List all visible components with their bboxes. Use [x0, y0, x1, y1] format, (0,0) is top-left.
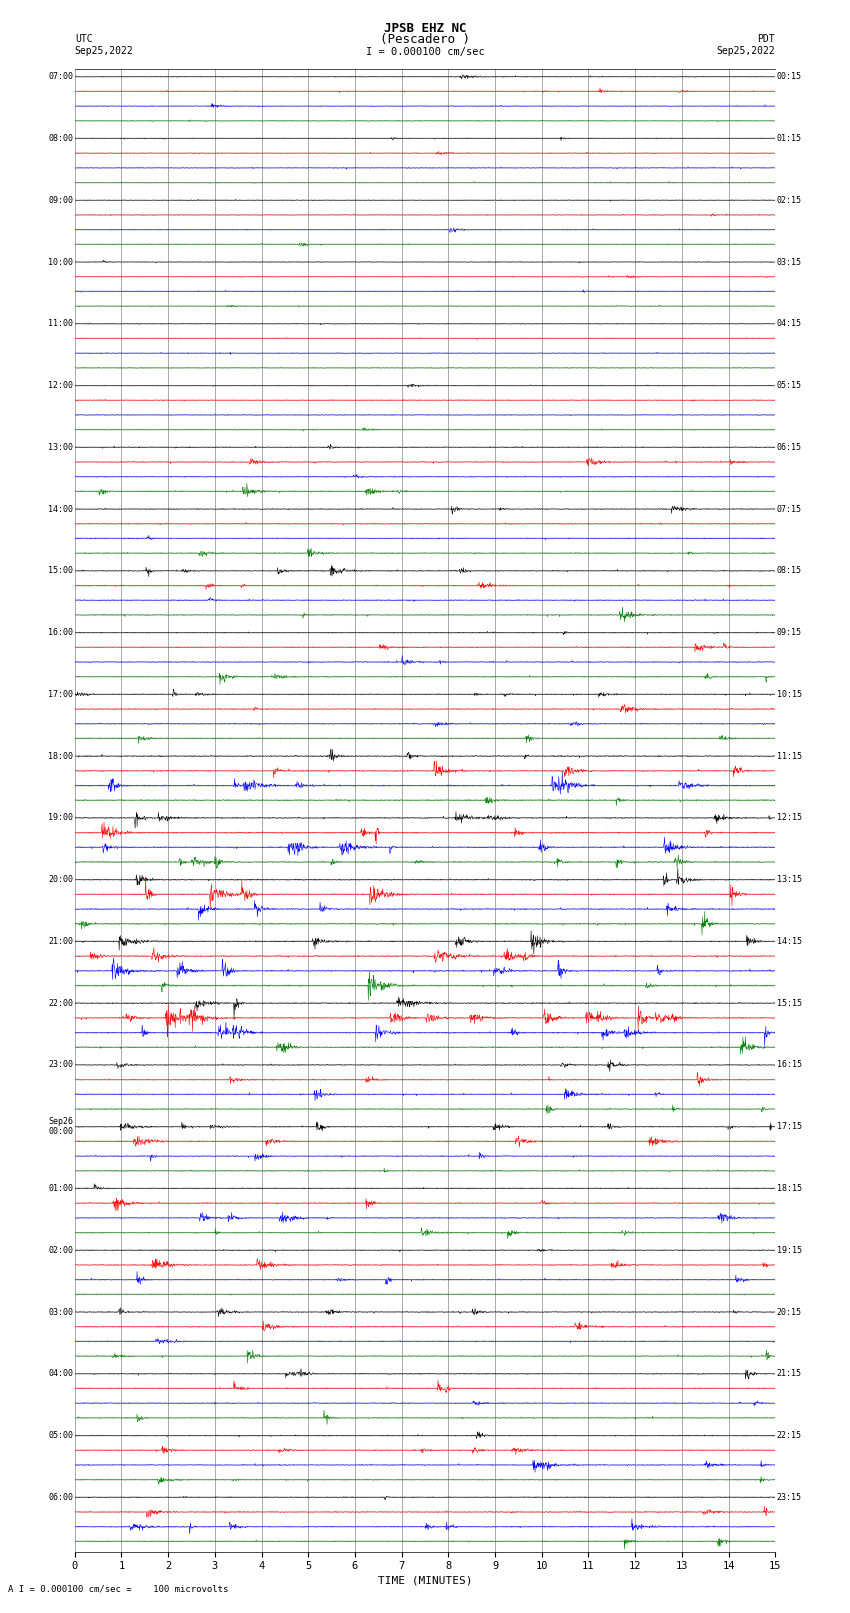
Text: 04:00: 04:00	[48, 1369, 73, 1378]
Text: 12:15: 12:15	[777, 813, 802, 823]
Text: 10:00: 10:00	[48, 258, 73, 266]
Text: Sep25,2022: Sep25,2022	[717, 45, 775, 56]
Text: 01:00: 01:00	[48, 1184, 73, 1194]
Text: 06:15: 06:15	[777, 444, 802, 452]
Text: 18:15: 18:15	[777, 1184, 802, 1194]
Text: 10:15: 10:15	[777, 690, 802, 698]
Text: 20:15: 20:15	[777, 1308, 802, 1316]
Text: 07:00: 07:00	[48, 73, 73, 81]
Text: 09:00: 09:00	[48, 195, 73, 205]
Text: 15:15: 15:15	[777, 998, 802, 1008]
Text: 19:15: 19:15	[777, 1245, 802, 1255]
Text: 14:00: 14:00	[48, 505, 73, 513]
Text: 12:00: 12:00	[48, 381, 73, 390]
Text: 02:15: 02:15	[777, 195, 802, 205]
Text: 20:00: 20:00	[48, 876, 73, 884]
X-axis label: TIME (MINUTES): TIME (MINUTES)	[377, 1576, 473, 1586]
Text: PDT: PDT	[757, 34, 775, 44]
Text: 04:15: 04:15	[777, 319, 802, 329]
Text: 23:15: 23:15	[777, 1492, 802, 1502]
Text: 21:15: 21:15	[777, 1369, 802, 1378]
Text: Sep25,2022: Sep25,2022	[75, 45, 133, 56]
Text: I = 0.000100 cm/sec: I = 0.000100 cm/sec	[366, 47, 484, 58]
Text: 11:00: 11:00	[48, 319, 73, 329]
Text: JPSB EHZ NC: JPSB EHZ NC	[383, 21, 467, 35]
Text: 05:15: 05:15	[777, 381, 802, 390]
Text: 08:00: 08:00	[48, 134, 73, 144]
Text: 03:00: 03:00	[48, 1308, 73, 1316]
Text: 01:15: 01:15	[777, 134, 802, 144]
Text: 11:15: 11:15	[777, 752, 802, 761]
Text: 16:00: 16:00	[48, 627, 73, 637]
Text: 17:00: 17:00	[48, 690, 73, 698]
Text: 18:00: 18:00	[48, 752, 73, 761]
Text: 22:15: 22:15	[777, 1431, 802, 1440]
Text: 13:15: 13:15	[777, 876, 802, 884]
Text: 17:15: 17:15	[777, 1123, 802, 1131]
Text: 07:15: 07:15	[777, 505, 802, 513]
Text: 00:15: 00:15	[777, 73, 802, 81]
Text: UTC: UTC	[75, 34, 93, 44]
Text: 09:15: 09:15	[777, 627, 802, 637]
Text: Sep26
00:00: Sep26 00:00	[48, 1118, 73, 1137]
Text: 22:00: 22:00	[48, 998, 73, 1008]
Text: 23:00: 23:00	[48, 1060, 73, 1069]
Text: 16:15: 16:15	[777, 1060, 802, 1069]
Text: 08:15: 08:15	[777, 566, 802, 576]
Text: 14:15: 14:15	[777, 937, 802, 945]
Text: 15:00: 15:00	[48, 566, 73, 576]
Text: 03:15: 03:15	[777, 258, 802, 266]
Text: (Pescadero ): (Pescadero )	[380, 32, 470, 45]
Text: 19:00: 19:00	[48, 813, 73, 823]
Text: 21:00: 21:00	[48, 937, 73, 945]
Text: 05:00: 05:00	[48, 1431, 73, 1440]
Text: A I = 0.000100 cm/sec =    100 microvolts: A I = 0.000100 cm/sec = 100 microvolts	[8, 1584, 229, 1594]
Text: 13:00: 13:00	[48, 444, 73, 452]
Text: 02:00: 02:00	[48, 1245, 73, 1255]
Text: 06:00: 06:00	[48, 1492, 73, 1502]
